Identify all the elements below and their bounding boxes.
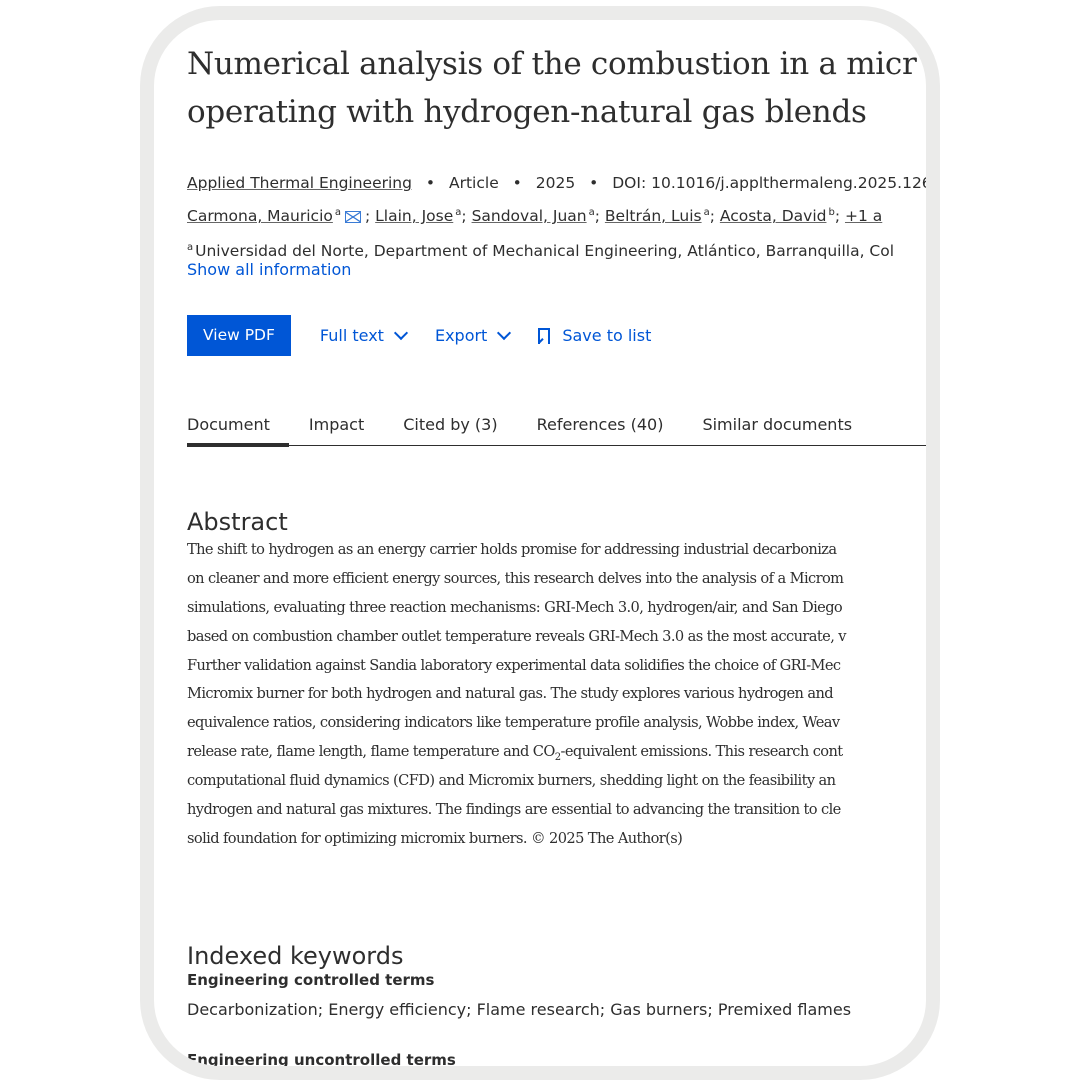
aff-mark: a <box>455 207 462 218</box>
abstract-line: simulations, evaluating three reaction m… <box>187 598 843 616</box>
bookmark-icon <box>538 327 551 344</box>
abstract-line: equivalence ratios, considering indicato… <box>187 714 840 732</box>
separator: • <box>512 174 522 192</box>
abstract-line: Micromix burner for both hydrogen and na… <box>187 685 834 703</box>
author-link[interactable]: Acosta, David <box>719 207 827 226</box>
uncontrolled-terms-label: Engineering uncontrolled terms <box>187 1051 456 1066</box>
full-text-button[interactable]: Full text <box>319 325 409 345</box>
separator: • <box>425 174 436 192</box>
author-list: Carmona, Mauricio a; Llain, Jose a; Sandov… <box>187 207 883 226</box>
subscript: 2 <box>554 752 561 764</box>
tab-impact[interactable]: Impact <box>308 415 365 434</box>
controlled-terms: Decarbonization; Energy efficiency; Flam… <box>187 1000 852 1019</box>
abstract-line: release rate, flame length, flame temper… <box>187 738 846 767</box>
export-button[interactable]: Export <box>434 325 512 345</box>
separator: • <box>589 174 599 192</box>
show-all-information-link[interactable]: Show all information <box>187 260 352 279</box>
full-text-label: Full text <box>319 326 384 345</box>
abstract-line: hydrogen and natural gas mixtures. The f… <box>187 801 841 819</box>
tab-document[interactable]: Document <box>187 413 289 447</box>
aff-mark: a <box>187 242 194 253</box>
tab-references[interactable]: References (40) <box>536 415 664 434</box>
year: 2025 <box>535 174 576 192</box>
chevron-down-icon <box>393 325 409 340</box>
abstract-line: on cleaner and more efficient energy sou… <box>187 569 844 587</box>
aff-mark: b <box>828 207 835 218</box>
aff-mark: a <box>703 207 710 218</box>
save-label: Save to list <box>562 326 652 345</box>
title-line: Numerical analysis of the combustion in … <box>187 46 917 82</box>
more-authors-link[interactable]: +1 a <box>844 207 883 226</box>
title-line: operating with hydrogen-natural gas blen… <box>187 94 867 130</box>
controlled-terms-label: Engineering controlled terms <box>187 971 435 989</box>
abstract-fragment: release rate, flame length, flame temper… <box>187 743 555 761</box>
doc-type: Article <box>449 174 499 192</box>
view-pdf-button[interactable]: View PDF <box>187 315 291 356</box>
article-content: Numerical analysis of the combustion in … <box>187 20 926 1066</box>
email-icon[interactable] <box>345 210 362 223</box>
abstract-heading: Abstract <box>187 508 288 536</box>
tab-cited-by[interactable]: Cited by (3) <box>403 415 498 434</box>
doi: DOI: 10.1016/j.applthermaleng.2025.1263 <box>612 174 926 192</box>
tab-bar: Document Impact Cited by (3) References … <box>187 413 926 447</box>
tab-similar-documents[interactable]: Similar documents <box>702 415 853 434</box>
chevron-down-icon <box>497 325 512 340</box>
abstract-fragment: -equivalent emissions. This research con… <box>560 743 843 761</box>
article-title: Numerical analysis of the combustion in … <box>187 40 917 136</box>
abstract-line: Further validation against Sandia labora… <box>187 656 841 674</box>
abstract-line: solid foundation for optimizing micromix… <box>187 829 683 847</box>
journal-link[interactable]: Applied Thermal Engineering <box>187 174 412 192</box>
author-link[interactable]: Carmona, Mauricio <box>187 207 333 226</box>
author-link[interactable]: Llain, Jose <box>375 207 454 226</box>
abstract-line: The shift to hydrogen as an energy carri… <box>187 541 837 558</box>
affiliation: a Universidad del Norte, Department of Me… <box>187 242 894 260</box>
abstract-text: The shift to hydrogen as an energy carri… <box>187 536 847 854</box>
indexed-keywords-heading: Indexed keywords <box>187 942 404 970</box>
aff-mark: a <box>334 207 342 218</box>
article-meta: Applied Thermal Engineering • Article • … <box>187 174 926 192</box>
save-to-list-button[interactable]: Save to list <box>538 326 651 345</box>
page-card: Numerical analysis of the combustion in … <box>154 20 926 1066</box>
export-label: Export <box>434 326 488 345</box>
abstract-line: based on combustion chamber outlet tempe… <box>187 627 847 645</box>
abstract-line: computational fluid dynamics (CFD) and M… <box>187 772 836 790</box>
aff-mark: a <box>588 207 595 218</box>
action-bar: View PDF Full text Export Save to list <box>187 315 651 356</box>
author-link[interactable]: Beltrán, Luis <box>604 207 702 226</box>
affiliation-text: Universidad del Norte, Department of Mec… <box>195 242 895 261</box>
author-link[interactable]: Sandoval, Juan <box>471 207 587 226</box>
